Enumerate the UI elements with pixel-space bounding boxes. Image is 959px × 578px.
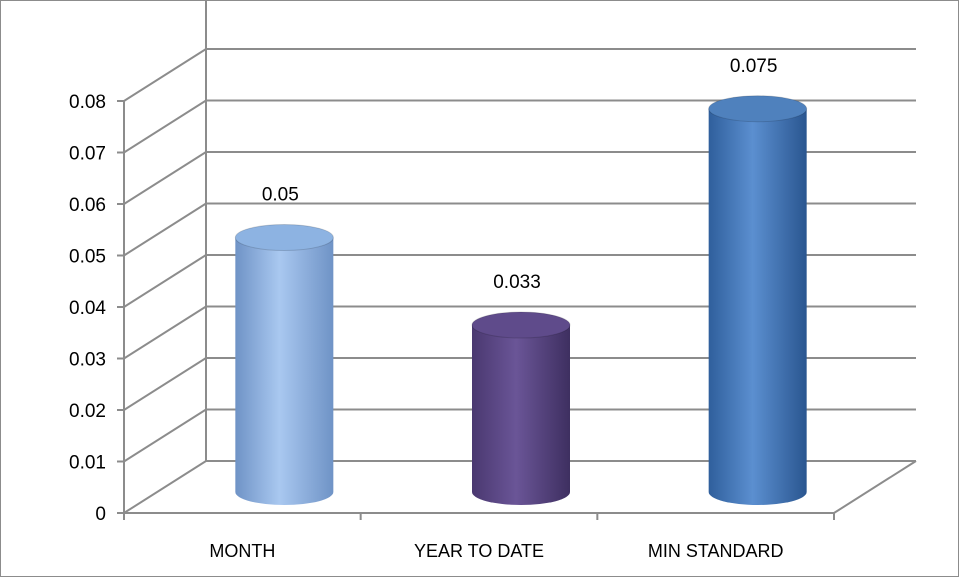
x-category-label: YEAR TO DATE [414,541,544,561]
y-tick-label: 0 [95,504,106,525]
y-tick-label: 0.06 [69,195,106,216]
x-category-label: MONTH [209,541,275,561]
gridline [123,48,916,102]
bar-min-standard [708,95,808,506]
data-label: 0.033 [493,272,541,293]
bar-top [708,95,808,123]
bar-body [708,108,807,506]
y-tick-label: 0.05 [69,247,106,268]
bar-month [234,224,334,505]
labels: 0 0.01 0.02 0.03 0.04 0.05 0.06 0.07 0.08 MONTH YE… [69,56,783,561]
y-tick-label: 0.03 [69,350,106,371]
bar-body [472,325,570,505]
y-tick-label: 0.01 [69,453,106,474]
y-tick-label: 0.08 [69,92,106,113]
axes [117,100,835,520]
y-tick-label: 0.07 [69,144,106,165]
bar-top [471,311,571,339]
bars [234,95,808,506]
bar-year-to-date [471,311,571,505]
gridlines [123,1,917,514]
bar-top [234,224,334,251]
data-label: 0.05 [262,185,299,206]
y-tick-label: 0.02 [69,401,106,422]
y-tick-label: 0.04 [69,298,106,319]
data-label: 0.075 [730,56,778,77]
bar-body [235,237,334,505]
x-category-label: MIN STANDARD [648,541,784,561]
